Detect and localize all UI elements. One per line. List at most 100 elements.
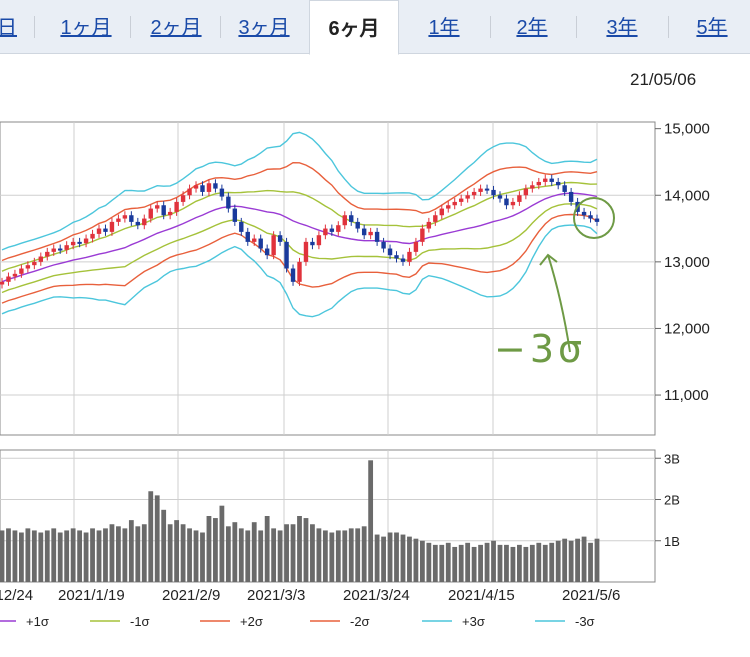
volume-bar — [90, 528, 95, 582]
candle-body — [58, 248, 63, 251]
candle-body — [258, 238, 263, 249]
plus-2-sigma-line — [1, 161, 598, 262]
candle-body — [200, 185, 205, 192]
tab-1-year[interactable]: 1年 — [428, 17, 460, 39]
tab-2-year[interactable]: 2年 — [516, 17, 548, 39]
volume-bar — [238, 528, 244, 582]
volume-bar — [180, 524, 186, 582]
volume-bar — [568, 540, 574, 582]
candle-body — [465, 195, 470, 199]
date-axis: 2020/12/24 2021/1/19 2021/2/9 2021/3/3 2021/… — [0, 587, 620, 604]
candle-body — [122, 215, 128, 219]
volume-bar — [64, 530, 70, 582]
candle-body — [0, 281, 5, 285]
bollinger-bands — [1, 131, 598, 318]
candle-body — [271, 235, 276, 256]
volume-bar — [458, 544, 464, 582]
tab-separator — [34, 16, 35, 38]
candle-body — [187, 188, 192, 196]
volume-bar — [109, 524, 115, 582]
candle-body — [510, 201, 516, 206]
tab-3-month[interactable]: 3ヶ月 — [238, 17, 290, 39]
candle-body — [252, 238, 257, 242]
candle-body — [226, 196, 231, 209]
volume-bar — [0, 530, 5, 582]
volume-bar — [542, 544, 548, 582]
candle-body — [368, 231, 373, 236]
volume-bar — [6, 528, 11, 582]
candle-body — [284, 241, 289, 269]
candle-body — [109, 221, 115, 232]
candle-body — [19, 268, 24, 274]
price-tick-label: 14,000 — [664, 187, 710, 204]
candle-body — [413, 241, 419, 252]
candle-body — [155, 205, 160, 209]
volume-bar — [335, 530, 341, 582]
candle-body — [491, 189, 496, 196]
candle-body — [51, 248, 56, 252]
volume-bar — [116, 526, 121, 582]
tab-separator — [668, 16, 669, 38]
volume-bar — [77, 530, 83, 582]
volume-bar — [225, 526, 231, 582]
volume-bars — [0, 460, 600, 582]
volume-bar — [303, 518, 309, 582]
candle-body — [90, 233, 95, 239]
candle-body — [70, 241, 76, 246]
candle-body — [504, 198, 509, 206]
tab-intraday[interactable]: 日 — [0, 17, 17, 39]
volume-bar — [31, 530, 37, 582]
volume-bar — [122, 528, 128, 582]
volume-bar — [128, 520, 134, 582]
candle-body — [38, 256, 44, 262]
candle-body — [148, 208, 153, 219]
tab-1-month[interactable]: 1ヶ月 — [60, 17, 112, 39]
volume-bar — [57, 532, 63, 582]
volume-bar — [484, 542, 490, 582]
candle-body — [45, 251, 50, 257]
period-tab-bar: 日 1ヶ月 2ヶ月 3ヶ月 6ヶ月 1年 2年 3年 5年 — [0, 0, 750, 55]
moving-average-line — [1, 192, 598, 283]
candle-body — [25, 265, 31, 269]
volume-bar — [316, 528, 322, 582]
volume-bar — [206, 516, 212, 582]
volume-axis: 1B 2B 3B — [655, 451, 680, 549]
candle-body — [213, 183, 218, 189]
volume-bar — [419, 540, 425, 582]
volume-bar — [245, 530, 251, 582]
candle-body — [543, 178, 548, 182]
candle-body — [555, 181, 561, 186]
volume-bar — [497, 544, 503, 582]
legend-label: +3σ — [462, 614, 485, 629]
tab-3-year[interactable]: 3年 — [606, 17, 638, 39]
tab-6-month[interactable]: 6ヶ月 — [309, 0, 399, 55]
volume-bar — [407, 536, 412, 582]
volume-bar — [174, 520, 180, 582]
candle-body — [297, 261, 302, 282]
candle-body — [497, 195, 503, 199]
tab-2-month[interactable]: 2ヶ月 — [150, 17, 202, 39]
legend-label: -3σ — [575, 614, 595, 629]
candle-body — [594, 218, 600, 222]
volume-bar — [154, 495, 160, 582]
candle-body — [219, 188, 225, 197]
volume-bar — [413, 538, 419, 582]
candle-body — [103, 228, 108, 232]
volume-bar — [135, 526, 141, 582]
candle-body — [180, 195, 186, 202]
volume-bar — [83, 532, 89, 582]
legend-label: -1σ — [130, 614, 150, 629]
candle-body — [129, 215, 134, 222]
volume-bar — [271, 528, 277, 582]
date-tick-label: 2021/1/19 — [58, 587, 125, 604]
candle-body — [420, 228, 425, 242]
volume-bar — [141, 524, 147, 582]
highlight-circle — [573, 197, 615, 239]
candle-body — [394, 255, 399, 259]
candle-body — [193, 185, 199, 189]
volume-bar — [361, 526, 367, 582]
tab-5-year[interactable]: 5年 — [696, 17, 728, 39]
candle-body — [349, 215, 354, 222]
volume-bar — [355, 528, 361, 582]
